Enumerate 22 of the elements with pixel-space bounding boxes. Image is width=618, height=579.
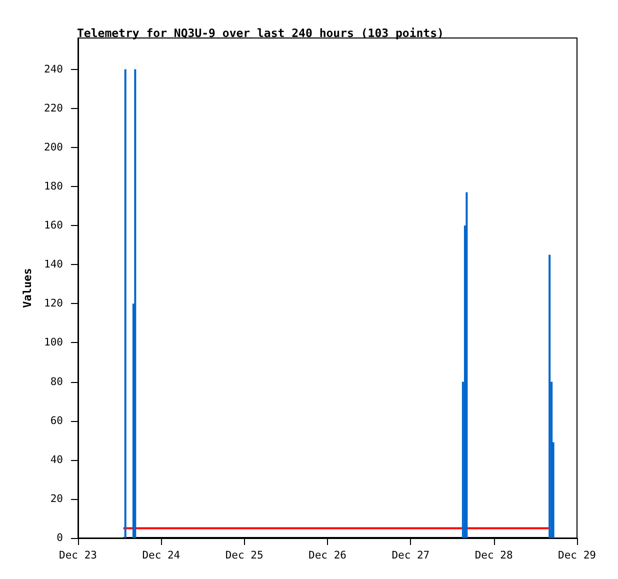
x-tick-label: Dec 28: [474, 550, 513, 562]
y-tick-label: 0: [56, 532, 63, 544]
y-tick-label: 140: [44, 258, 63, 271]
y-tick-label: 200: [44, 141, 63, 154]
y-tick-label: 160: [44, 220, 63, 232]
x-tick-label: Dec 24: [142, 550, 180, 562]
y-tick-label: 40: [50, 454, 63, 466]
y-tick-label: 100: [44, 336, 63, 349]
y-axis-title: Values: [21, 268, 34, 308]
y-tick-label: 120: [44, 298, 63, 310]
y-tick-label: 60: [50, 414, 63, 427]
x-tick-label: Dec 27: [392, 550, 430, 562]
x-tick-label: Dec 26: [308, 550, 346, 562]
chart-title: Telemetry for NQ3U-9 over last 240 hours (103 points): [77, 26, 444, 40]
y-tick-label: 180: [44, 180, 63, 192]
x-tick-label: Dec 25: [225, 550, 264, 562]
y-tick-label: 240: [44, 63, 63, 76]
x-tick-label: Dec 29: [558, 550, 596, 562]
y-tick-label: 220: [44, 102, 63, 114]
y-tick-label: 20: [50, 492, 63, 505]
y-tick-label: 80: [50, 376, 63, 388]
x-tick-label: Dec 23: [59, 550, 97, 562]
